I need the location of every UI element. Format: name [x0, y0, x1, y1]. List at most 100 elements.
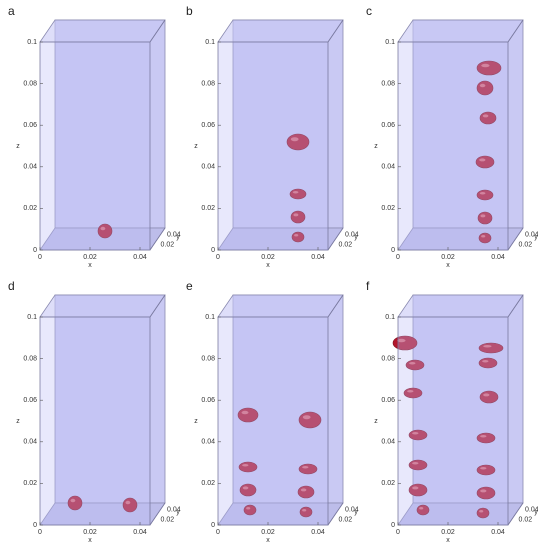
x-tick-label: 0	[38, 529, 42, 536]
y-tick-label: 0.02	[161, 516, 175, 523]
x-tick-label: 0.02	[83, 529, 97, 536]
z-tick-label: 0.1	[385, 314, 395, 321]
y-tick-label: 0.04	[525, 232, 538, 239]
z-tick-label: 0.06	[23, 397, 37, 404]
bubble-highlight	[292, 191, 299, 194]
y-tick-label: 0.04	[525, 507, 538, 514]
z-tick-label: 0.02	[381, 480, 395, 487]
bubble-highlight	[300, 488, 307, 492]
box-top	[217, 294, 344, 318]
bubble-highlight	[479, 192, 486, 195]
bubble-highlight	[302, 509, 307, 512]
y-tick-label: 0.02	[339, 516, 353, 523]
box-top	[39, 19, 166, 43]
bubble-highlight	[479, 158, 486, 162]
bubble-highlight	[409, 362, 416, 365]
x-axis-label: x	[266, 537, 270, 544]
box-edge	[327, 294, 344, 318]
panel: b00.020.040.060.080.1z0 0.02 0.04x0.020.04…	[186, 4, 359, 269]
panel: f00.020.040.060.080.1z0 0.02 0.04x0.020.04…	[366, 279, 538, 544]
panel: d00.020.040.060.080.1z0 0.02 0.04x0.020.04…	[8, 279, 181, 544]
y-tick-label: 0.02	[161, 241, 175, 248]
box-top	[217, 19, 344, 43]
x-tick-label: 0.04	[133, 254, 147, 261]
z-tick-label: 0.02	[23, 480, 37, 487]
box-front	[397, 41, 509, 251]
box-front	[397, 316, 509, 526]
z-tick-label: 0	[33, 522, 37, 529]
x-tick-label: 0	[396, 254, 400, 261]
box-edge	[149, 19, 166, 43]
bubble-highlight	[302, 466, 309, 469]
bubble-highlight	[100, 226, 106, 231]
x-axis-label: x	[266, 262, 270, 269]
z-tick-label: 0	[391, 247, 395, 254]
y-axis-label: y	[534, 509, 538, 516]
box-edge	[149, 227, 166, 251]
x-tick-label: 0	[38, 254, 42, 261]
y-axis-label: y	[354, 509, 358, 516]
box-edge	[507, 19, 524, 43]
x-tick-label: 0.04	[491, 529, 505, 536]
bubble-highlight	[242, 464, 249, 467]
x-tick-label: 0.04	[491, 254, 505, 261]
y-tick-label: 0.02	[519, 516, 533, 523]
z-tick-label: 0.04	[23, 439, 37, 446]
y-tick-label: 0.02	[519, 241, 533, 248]
z-tick-label: 0.06	[201, 122, 215, 129]
bubble-highlight	[397, 338, 406, 343]
box-edge	[507, 294, 524, 318]
z-tick-label: 0.08	[381, 355, 395, 362]
bubble-highlight	[479, 510, 484, 513]
z-tick-label: 0	[33, 247, 37, 254]
x-axis-label: x	[88, 262, 92, 269]
bubble-highlight	[70, 498, 76, 503]
panel: c00.020.040.060.080.1z0 0.02 0.04x0.020.04…	[366, 4, 538, 269]
z-tick-label: 0.06	[23, 122, 37, 129]
box-edge	[327, 19, 344, 43]
box-top	[397, 19, 524, 43]
box-front	[217, 41, 329, 251]
box-edge	[507, 227, 524, 251]
z-tick-label: 0	[211, 522, 215, 529]
box-front	[39, 41, 151, 251]
panel-label: b	[186, 4, 193, 18]
bubble-highlight	[302, 415, 311, 420]
z-tick-label: 0.06	[201, 397, 215, 404]
bubble-highlight	[412, 486, 419, 490]
x-axis-label: x	[446, 262, 450, 269]
panel-label: d	[8, 279, 15, 293]
panel: a00.020.040.060.080.1z0 0.02 0.04x0.020.04…	[8, 4, 181, 269]
bubble-highlight	[293, 213, 299, 217]
x-tick-label: 0.04	[133, 529, 147, 536]
z-tick-label: 0	[211, 247, 215, 254]
bubble-highlight	[419, 507, 424, 510]
z-tick-label: 0.04	[201, 164, 215, 171]
box-edge	[149, 294, 166, 318]
z-tick-label: 0.02	[23, 205, 37, 212]
z-tick-label: 0	[391, 522, 395, 529]
box-front	[217, 316, 329, 526]
y-tick-label: 0.04	[345, 507, 359, 514]
bubble-highlight	[246, 507, 251, 510]
z-tick-label: 0.04	[381, 439, 395, 446]
z-tick-label: 0.06	[381, 122, 395, 129]
z-tick-label: 0.04	[201, 439, 215, 446]
panel-label: a	[8, 4, 15, 18]
z-axis-label: z	[374, 143, 378, 150]
y-axis-label: y	[354, 234, 358, 241]
y-axis-label: y	[534, 234, 538, 241]
z-axis-label: z	[16, 143, 20, 150]
panel: e00.020.040.060.080.1z0 0.02 0.04x0.020.04…	[186, 279, 359, 544]
box-edge	[507, 502, 524, 526]
panel-label: c	[366, 4, 372, 18]
box-edge	[327, 227, 344, 251]
box-top	[39, 294, 166, 318]
x-tick-label: 0.04	[311, 529, 325, 536]
z-tick-label: 0.1	[27, 39, 37, 46]
bubble-highlight	[483, 393, 490, 397]
bubble-highlight	[481, 63, 490, 68]
bubble-highlight	[290, 137, 299, 142]
z-tick-label: 0.06	[381, 397, 395, 404]
y-tick-label: 0.04	[345, 232, 359, 239]
